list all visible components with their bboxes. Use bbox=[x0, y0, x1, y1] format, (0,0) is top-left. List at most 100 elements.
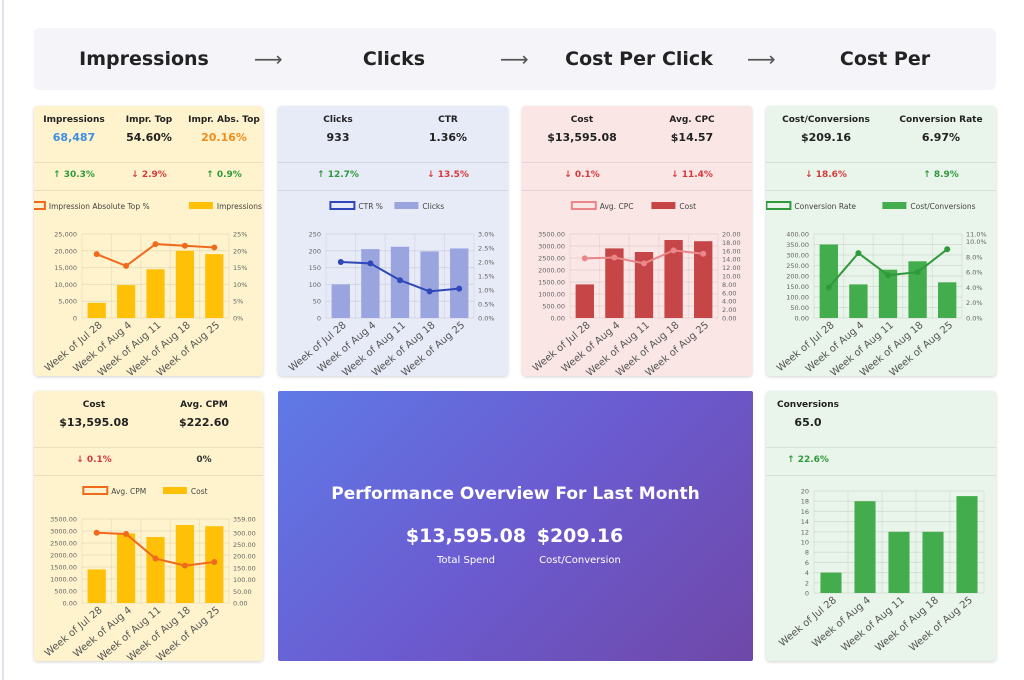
change-indicator: ↓ 2.9% bbox=[131, 170, 167, 180]
y-tick-label: 150 bbox=[309, 264, 321, 272]
total-spend-value: $13,595.08 bbox=[405, 525, 527, 547]
metric-value: $13,595.08 bbox=[547, 131, 617, 144]
bar bbox=[664, 240, 683, 318]
y-tick-label: 1000.00 bbox=[50, 576, 77, 584]
metric-label: Avg. CPM bbox=[180, 400, 228, 410]
metric-label: Avg. CPC bbox=[669, 115, 715, 125]
change-indicator: ↓ 0.1% bbox=[76, 455, 112, 465]
y2-tick-label: 4.00 bbox=[722, 298, 736, 306]
legend-label: Avg. CPM bbox=[111, 487, 146, 496]
y-tick-label: 350.00 bbox=[786, 241, 809, 249]
line-point bbox=[825, 284, 832, 291]
y2-tick-label: 10% bbox=[233, 281, 247, 289]
metric-value: $222.60 bbox=[178, 416, 230, 429]
line-point bbox=[641, 260, 647, 267]
cpm-chart: Avg. CPM Cost 0.00 500.00 1000.00 1500.00 2000… bbox=[43, 486, 256, 661]
y-tick-label: 300.00 bbox=[786, 252, 809, 260]
y2-tick-label: 0.0% bbox=[966, 315, 983, 323]
y2-tick-label: 20.00 bbox=[722, 231, 741, 239]
funnel-step-clicks: Clicks bbox=[362, 48, 426, 70]
bar bbox=[922, 531, 944, 593]
line-point bbox=[211, 559, 218, 566]
change-indicator: ↑ 12.7% bbox=[317, 170, 359, 180]
y2-tick-label: 50.00 bbox=[233, 588, 252, 596]
divider bbox=[34, 162, 263, 163]
y2-tick-label: 5% bbox=[233, 298, 243, 306]
y2-tick-label: 20% bbox=[233, 247, 247, 255]
bar bbox=[450, 248, 469, 318]
y-tick-label: 0 bbox=[805, 590, 809, 598]
y2-tick-label: 150.00 bbox=[233, 564, 256, 572]
y-tick-label: 20 bbox=[801, 488, 809, 496]
y2-tick-label: 8.00 bbox=[722, 281, 736, 289]
change-indicator: ↑ 22.6% bbox=[787, 455, 829, 465]
bar bbox=[820, 572, 842, 593]
metric-label: Impressions bbox=[43, 115, 105, 125]
overview-title: Performance Overview For Last Month bbox=[331, 484, 700, 504]
y2-tick-label: 6.0% bbox=[966, 269, 983, 277]
line-point bbox=[456, 285, 463, 292]
line-point bbox=[123, 262, 130, 269]
legend-swatch-line bbox=[329, 201, 356, 210]
y2-tick-label: 25% bbox=[233, 231, 247, 239]
y-tick-label: 250.00 bbox=[786, 262, 809, 270]
legend-label: Cost/Conversions bbox=[910, 202, 975, 211]
y2-tick-label: 2.0% bbox=[966, 299, 983, 307]
metric-label: Impr. Abs. Top bbox=[188, 115, 260, 125]
legend-label: Impressions bbox=[217, 202, 262, 211]
legend-swatch-bar bbox=[188, 202, 213, 209]
divider bbox=[522, 190, 752, 191]
y-tick-label: 25,000 bbox=[54, 231, 77, 239]
bar bbox=[605, 248, 624, 318]
y-tick-label: 400.00 bbox=[786, 231, 809, 239]
y2-tick-label: 4.0% bbox=[966, 284, 983, 292]
line-point bbox=[93, 251, 100, 258]
y-tick-label: 18 bbox=[801, 498, 809, 506]
metric-label: Conversion Rate bbox=[899, 115, 983, 125]
legend-label: Clicks bbox=[422, 202, 444, 211]
y2-tick-label: 8.0% bbox=[966, 253, 983, 261]
divider bbox=[278, 162, 508, 163]
bar bbox=[908, 261, 927, 318]
line-point bbox=[152, 241, 159, 248]
change-indicator: ↑ 0.9% bbox=[206, 170, 242, 180]
metric-value: 65.0 bbox=[794, 416, 822, 429]
y-tick-label: 15,000 bbox=[54, 264, 77, 272]
y-tick-label: 2000.00 bbox=[50, 552, 77, 560]
divider bbox=[766, 447, 996, 448]
legend-swatch-line bbox=[570, 201, 597, 210]
line-point bbox=[426, 288, 433, 295]
bar bbox=[575, 284, 594, 318]
y-tick-label: 4 bbox=[805, 569, 809, 577]
arrow-icon: ⟶ bbox=[500, 47, 529, 71]
y2-tick-label: 18.00 bbox=[722, 239, 741, 247]
bar bbox=[361, 249, 380, 318]
funnel-header: Impressions ⟶ Clicks ⟶ Cost Per Click ⟶ … bbox=[34, 28, 996, 132]
y2-tick-label: 1.5% bbox=[478, 273, 495, 281]
change-indicator: ↓ 11.4% bbox=[671, 170, 713, 180]
metric-label: Cost bbox=[82, 400, 106, 410]
bar bbox=[849, 284, 868, 318]
arrow-icon: ⟶ bbox=[254, 47, 283, 71]
line-point bbox=[914, 269, 921, 276]
y-tick-label: 1000.00 bbox=[538, 291, 565, 299]
y-tick-label: 10 bbox=[801, 539, 809, 547]
y-tick-label: 0.00 bbox=[63, 600, 77, 608]
y2-tick-label: 359.00 bbox=[233, 516, 256, 524]
cost-per-conversion-value: $209.16 bbox=[536, 525, 624, 547]
y2-tick-label: 0% bbox=[233, 315, 243, 323]
y-tick-label: 2500.00 bbox=[50, 540, 77, 548]
line-point bbox=[181, 562, 188, 569]
y-tick-label: 20,000 bbox=[54, 247, 77, 255]
line-point bbox=[944, 246, 951, 253]
y2-tick-label: 100.00 bbox=[233, 576, 256, 584]
y2-tick-label: 11.0% bbox=[966, 231, 987, 239]
y-tick-label: 1500.00 bbox=[50, 564, 77, 572]
y2-tick-label: 15% bbox=[233, 264, 247, 272]
impressions-chart: Impression Absolute Top % Impressions 0 5,0… bbox=[34, 201, 262, 376]
divider bbox=[766, 162, 996, 163]
y-tick-label: 8 bbox=[805, 549, 809, 557]
legend-swatch-line bbox=[34, 201, 46, 210]
legend-label: CTR % bbox=[358, 202, 383, 211]
